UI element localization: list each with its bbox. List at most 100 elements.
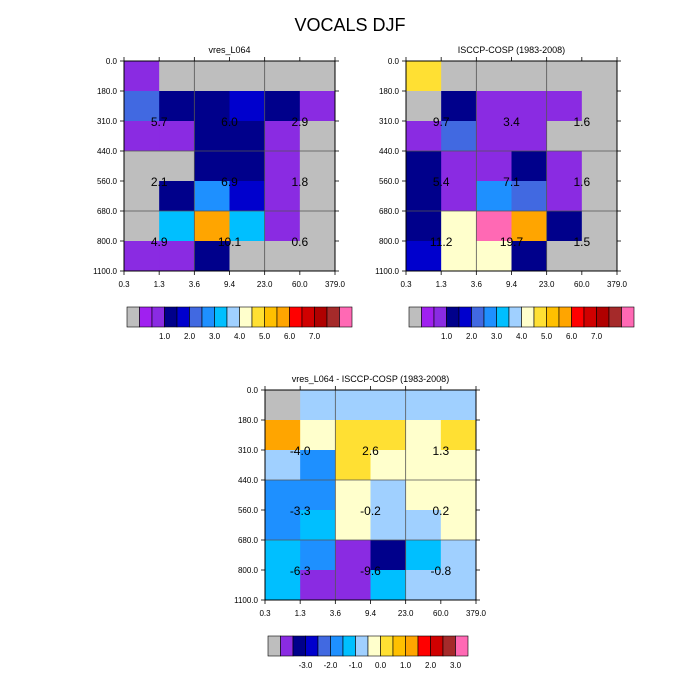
heatmap-cell bbox=[370, 390, 407, 421]
colorbar-swatch bbox=[596, 306, 610, 328]
x-tick-label: 3.6 bbox=[189, 280, 201, 289]
x-tick-label: 1.3 bbox=[436, 280, 448, 289]
heatmap-cell bbox=[265, 570, 301, 601]
heatmap-cell bbox=[299, 241, 336, 272]
x-tick-label: 60.0 bbox=[574, 280, 590, 289]
heatmap-cell bbox=[441, 61, 477, 92]
colorbar-swatch bbox=[164, 306, 178, 328]
heatmap-cell bbox=[124, 181, 160, 212]
box-value-label: 1.8 bbox=[291, 175, 308, 189]
colorbar-swatch bbox=[264, 306, 278, 328]
heatmap-cell bbox=[581, 61, 618, 92]
heatmap-cell bbox=[370, 540, 407, 571]
colorbar-swatch bbox=[176, 306, 190, 328]
colorbar-swatch bbox=[608, 306, 622, 328]
heatmap-cell bbox=[124, 211, 160, 242]
box-value-label: -9.6 bbox=[360, 564, 381, 578]
heatmap-cell bbox=[265, 450, 301, 481]
heatmap-cell bbox=[229, 121, 266, 152]
heatmap-cell bbox=[299, 181, 336, 212]
heatmap-cell bbox=[440, 570, 477, 601]
colorbar-swatch bbox=[508, 306, 522, 328]
heatmap-cell bbox=[441, 91, 477, 122]
colorbar-swatch bbox=[226, 306, 240, 328]
colorbar-swatch bbox=[483, 306, 497, 328]
colorbar-swatch bbox=[558, 306, 572, 328]
heatmap-cell bbox=[511, 61, 548, 92]
y-tick-label: 1100.0 bbox=[234, 596, 258, 605]
colorbar-swatch bbox=[380, 635, 394, 657]
x-tick-label: 9.4 bbox=[506, 280, 518, 289]
x-tick-label: 0.3 bbox=[118, 280, 130, 289]
heatmap-cell bbox=[299, 151, 336, 182]
y-tick-label: 440.0 bbox=[238, 476, 259, 485]
box-value-label: 3.4 bbox=[503, 115, 520, 129]
heatmap-cell bbox=[265, 510, 301, 541]
box-value-label: 6.0 bbox=[221, 115, 238, 129]
x-tick-label: 60.0 bbox=[433, 609, 449, 618]
heatmap-cell bbox=[441, 181, 477, 212]
colorbar-label: -3.0 bbox=[299, 661, 313, 670]
colorbar-label: 2.0 bbox=[466, 332, 478, 341]
heatmap-cell bbox=[476, 181, 512, 212]
colorbar-label: 2.0 bbox=[184, 332, 196, 341]
x-tick-label: 379.0 bbox=[466, 609, 487, 618]
heatmap-cell bbox=[440, 480, 477, 511]
x-tick-label: 1.3 bbox=[295, 609, 307, 618]
heatmap-cell bbox=[299, 121, 336, 152]
box-value-label: -0.2 bbox=[360, 504, 381, 518]
heatmap-cell bbox=[159, 151, 195, 182]
colorbar-swatch bbox=[276, 306, 290, 328]
colorbar-swatch bbox=[339, 306, 353, 328]
heatmap-cell bbox=[511, 211, 548, 242]
box-value-label: 1.3 bbox=[432, 444, 449, 458]
colorbar-swatch bbox=[433, 306, 447, 328]
heatmap-cell bbox=[476, 211, 512, 242]
x-tick-label: 23.0 bbox=[398, 609, 414, 618]
heatmap-cell bbox=[264, 91, 301, 122]
heatmap-cell bbox=[335, 390, 371, 421]
colorbar-swatch bbox=[571, 306, 585, 328]
x-tick-label: 0.3 bbox=[259, 609, 271, 618]
x-tick-label: 3.6 bbox=[471, 280, 483, 289]
colorbar-swatch bbox=[139, 306, 153, 328]
y-tick-label: 800.0 bbox=[238, 566, 259, 575]
heatmap-cell bbox=[546, 181, 583, 212]
colorbar-swatch bbox=[583, 306, 597, 328]
colorbar-swatch bbox=[292, 635, 306, 657]
colorbar-swatch bbox=[421, 306, 435, 328]
y-tick-label: 1100.0 bbox=[375, 267, 399, 276]
x-tick-label: 23.0 bbox=[539, 280, 555, 289]
heatmap-cell bbox=[546, 151, 583, 182]
x-tick-label: 9.4 bbox=[224, 280, 236, 289]
colorbar-swatch bbox=[251, 306, 265, 328]
heatmap-cell bbox=[265, 540, 301, 571]
heatmap-cell bbox=[370, 480, 407, 511]
heatmap-cell bbox=[194, 181, 230, 212]
heatmap-cell bbox=[441, 121, 477, 152]
y-tick-label: 680.0 bbox=[238, 536, 259, 545]
heatmap-cell bbox=[546, 121, 583, 152]
y-tick-label: 0.0 bbox=[247, 386, 259, 395]
box-value-label: -6.3 bbox=[290, 564, 311, 578]
colorbar-swatch bbox=[417, 635, 431, 657]
box-value-label: 10.1 bbox=[218, 235, 242, 249]
heatmap-cell bbox=[124, 61, 160, 92]
heatmap-cell bbox=[300, 510, 336, 541]
colorbar-label: -1.0 bbox=[349, 661, 363, 670]
colorbar-swatch bbox=[367, 635, 381, 657]
heatmap-cell bbox=[299, 61, 336, 92]
heatmap-cell bbox=[406, 91, 442, 122]
heatmap-cell bbox=[476, 91, 512, 122]
colorbar-swatch bbox=[430, 635, 444, 657]
heatmap-cell bbox=[476, 151, 512, 182]
y-tick-label: 800.0 bbox=[97, 237, 118, 246]
colorbar-swatch bbox=[126, 306, 140, 328]
heatmap-cell bbox=[229, 241, 266, 272]
heatmap-cell bbox=[546, 91, 583, 122]
colorbar-swatch bbox=[342, 635, 356, 657]
colorbar-swatch bbox=[455, 635, 469, 657]
heatmap-cell bbox=[229, 151, 266, 182]
box-value-label: 2.6 bbox=[362, 444, 379, 458]
